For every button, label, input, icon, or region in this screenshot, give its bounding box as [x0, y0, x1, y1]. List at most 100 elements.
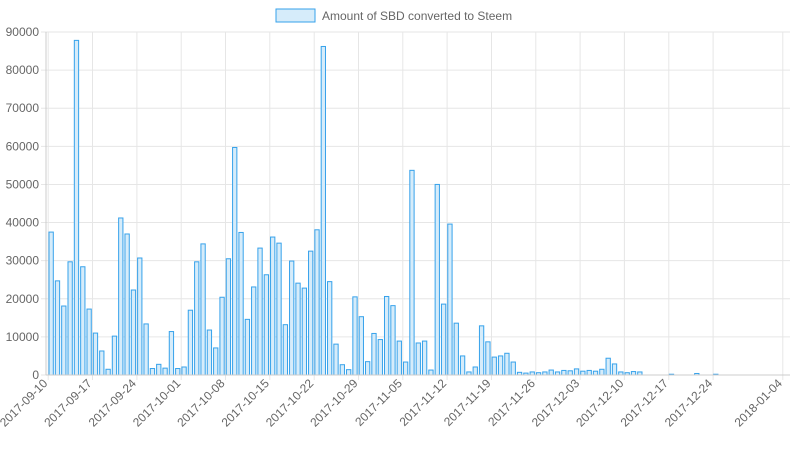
bar[interactable]	[352, 296, 358, 376]
bar[interactable]	[586, 369, 592, 376]
bar[interactable]	[92, 332, 99, 376]
bar[interactable]	[111, 335, 118, 376]
y-tick-label: 10000	[6, 330, 40, 344]
legend[interactable]: Amount of SBD converted to Steem	[275, 8, 512, 23]
y-tick-label: 70000	[6, 101, 40, 115]
bar[interactable]	[219, 296, 225, 376]
bar[interactable]	[428, 369, 434, 376]
bar[interactable]	[118, 217, 124, 376]
bar[interactable]	[282, 324, 289, 376]
bar[interactable]	[339, 364, 345, 376]
bar[interactable]	[232, 146, 238, 376]
bar[interactable]	[99, 350, 105, 376]
bar[interactable]	[402, 361, 409, 376]
bar[interactable]	[497, 355, 504, 376]
bar[interactable]	[485, 341, 491, 376]
bar[interactable]	[175, 368, 181, 376]
bar[interactable]	[611, 363, 618, 376]
bar[interactable]	[390, 305, 396, 376]
bar[interactable]	[48, 231, 54, 376]
bar[interactable]	[377, 339, 383, 376]
bar[interactable]	[187, 309, 194, 376]
bar[interactable]	[478, 325, 485, 376]
bar[interactable]	[459, 355, 466, 376]
bar[interactable]	[200, 243, 206, 376]
bar[interactable]	[346, 369, 352, 376]
bar[interactable]	[194, 261, 200, 376]
bar[interactable]	[105, 368, 111, 376]
bar[interactable]	[80, 266, 86, 376]
bar[interactable]	[567, 370, 573, 376]
x-tick-label: 2018-01-04	[732, 376, 786, 430]
bar[interactable]	[440, 303, 447, 376]
bar[interactable]	[421, 340, 428, 376]
x-tick-label: 2017-11-12	[397, 376, 450, 429]
bar[interactable]	[580, 370, 586, 376]
bar[interactable]	[358, 316, 364, 376]
bars	[48, 39, 719, 376]
y-tick-label: 60000	[6, 139, 40, 153]
bar[interactable]	[327, 281, 333, 376]
bar[interactable]	[156, 363, 162, 376]
bar[interactable]	[162, 367, 168, 376]
bar[interactable]	[54, 280, 61, 376]
y-tick-label: 0	[32, 368, 39, 382]
bar[interactable]	[86, 308, 92, 376]
bar[interactable]	[168, 331, 175, 376]
bar[interactable]	[181, 366, 187, 376]
bar[interactable]	[396, 340, 402, 376]
bar[interactable]	[206, 329, 213, 376]
bar[interactable]	[592, 370, 599, 376]
bar[interactable]	[308, 250, 314, 376]
bar[interactable]	[61, 305, 67, 376]
bar[interactable]	[491, 356, 497, 376]
bar[interactable]	[149, 368, 156, 376]
bar[interactable]	[415, 342, 421, 376]
y-tick-label: 50000	[6, 177, 40, 191]
bar[interactable]	[143, 323, 149, 376]
bar[interactable]	[453, 322, 459, 376]
bar[interactable]	[314, 229, 320, 376]
y-axis-ticks: 0 10000 20000 30000 40000 50000 60000 70000 8000…	[6, 25, 40, 382]
bar[interactable]	[295, 282, 301, 376]
axes	[45, 32, 790, 376]
x-tick-label: 2017-12-24	[662, 376, 716, 430]
bar[interactable]	[276, 242, 282, 376]
bar[interactable]	[289, 260, 295, 376]
bar[interactable]	[447, 223, 453, 376]
bar[interactable]	[124, 233, 130, 376]
bar[interactable]	[434, 183, 440, 376]
bar[interactable]	[137, 257, 143, 376]
bar[interactable]	[130, 289, 137, 376]
bar[interactable]	[263, 274, 270, 376]
bar[interactable]	[472, 366, 478, 376]
gridlines	[41, 31, 790, 380]
bar[interactable]	[599, 368, 605, 376]
bar[interactable]	[251, 286, 257, 376]
bar[interactable]	[301, 287, 308, 376]
bar[interactable]	[548, 369, 554, 376]
bar[interactable]	[67, 261, 73, 376]
bar[interactable]	[270, 236, 276, 376]
bar[interactable]	[365, 361, 371, 376]
bar[interactable]	[504, 352, 510, 376]
bar[interactable]	[238, 231, 244, 376]
bar[interactable]	[333, 343, 339, 376]
bar[interactable]	[561, 369, 567, 376]
bar[interactable]	[225, 258, 232, 376]
bar[interactable]	[409, 169, 415, 376]
bar[interactable]	[573, 368, 580, 376]
y-tick-label: 80000	[6, 63, 40, 77]
bar[interactable]	[605, 357, 611, 376]
bar[interactable]	[244, 318, 251, 376]
bar[interactable]	[257, 247, 263, 376]
bar[interactable]	[371, 332, 377, 376]
bar[interactable]	[383, 295, 390, 376]
y-tick-label: 30000	[6, 254, 40, 268]
bar[interactable]	[510, 361, 516, 376]
bar[interactable]	[320, 45, 326, 376]
bar[interactable]	[630, 371, 637, 376]
bar[interactable]	[73, 39, 80, 376]
bar[interactable]	[213, 347, 219, 376]
